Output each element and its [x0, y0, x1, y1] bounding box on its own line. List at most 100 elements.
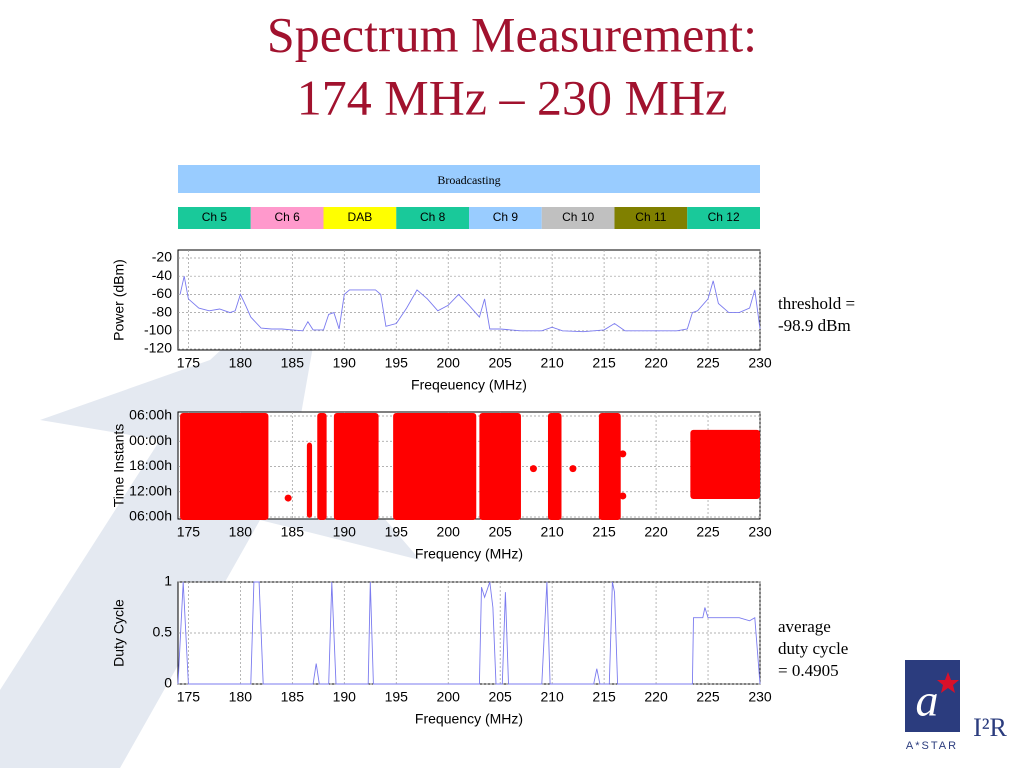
x-tick-label: 175	[177, 689, 201, 705]
x-tick-label: 230	[748, 524, 772, 540]
channel-label: Ch 12	[708, 210, 740, 224]
y-tick-label: -20	[152, 249, 172, 265]
x-tick-label: 230	[748, 689, 772, 705]
channel-label: DAB	[348, 210, 373, 224]
logo-institute: I²R	[973, 713, 1007, 742]
x-tick-label: 180	[229, 689, 253, 705]
x-tick-label: 180	[229, 524, 253, 540]
y-tick-label: 0	[164, 675, 172, 691]
logo-box	[905, 660, 960, 732]
y-tick-label: 0.5	[153, 624, 173, 640]
channel-bar	[250, 207, 324, 229]
y-tick-label: 00:00h	[129, 432, 172, 448]
y-axis-title: Power (dBm)	[111, 259, 127, 341]
y-tick-label: 06:00h	[129, 508, 172, 524]
scatter-point	[619, 492, 627, 500]
annotation: = 0.4905	[778, 661, 839, 680]
channel-label: Ch 6	[274, 210, 300, 224]
x-tick-label: 185	[281, 689, 305, 705]
plot-frame	[177, 249, 761, 351]
data-line	[179, 276, 761, 333]
x-axis-title: Frequency (MHz)	[415, 546, 523, 562]
x-tick-label: 210	[540, 524, 564, 540]
logo: a A*STAR I²R	[905, 660, 1008, 752]
band-label: Broadcasting	[437, 173, 500, 187]
channel-label: Ch 10	[562, 210, 594, 224]
plot-frame	[177, 581, 761, 685]
x-tick-label: 210	[540, 355, 564, 371]
band-bar	[178, 165, 760, 193]
x-tick-label: 230	[748, 355, 772, 371]
y-tick-label: 18:00h	[129, 457, 172, 473]
occupied-region	[306, 442, 313, 518]
x-tick-label: 195	[385, 355, 409, 371]
x-tick-label: 220	[644, 355, 668, 371]
scatter-point	[619, 450, 627, 458]
channel-label: Ch 11	[635, 210, 666, 224]
x-tick-label: 190	[333, 689, 357, 705]
y-tick-label: -80	[152, 303, 172, 319]
channel-bar	[323, 207, 397, 229]
data-line	[177, 581, 761, 685]
occupied-region	[479, 413, 521, 520]
x-tick-label: 185	[281, 355, 305, 371]
scatter-point	[550, 465, 558, 473]
annotation: average	[778, 617, 831, 636]
x-tick-label: 225	[696, 689, 720, 705]
channel-bar	[614, 207, 688, 229]
x-tick-label: 220	[644, 524, 668, 540]
annotation: duty cycle	[778, 639, 848, 658]
occupied-region	[393, 413, 477, 520]
channel-label: Ch 8	[420, 210, 446, 224]
x-tick-label: 205	[488, 355, 512, 371]
x-axis-title: Frequency (MHz)	[415, 711, 523, 727]
y-tick-label: -60	[152, 285, 172, 301]
y-axis-title: Time Instants	[111, 424, 127, 508]
channel-label: Ch 5	[202, 210, 228, 224]
x-tick-label: 200	[437, 355, 461, 371]
y-tick-label: -120	[144, 340, 172, 356]
y-tick-label: 12:00h	[129, 482, 172, 498]
title-line: 174 MHz – 230 MHz	[297, 69, 728, 125]
x-tick-label: 200	[437, 689, 461, 705]
annotation: threshold =	[778, 294, 855, 313]
y-tick-label: -40	[152, 267, 172, 283]
scatter-point	[284, 494, 292, 502]
scatter-point	[529, 465, 537, 473]
x-tick-label: 200	[437, 524, 461, 540]
scatter-point	[569, 465, 577, 473]
x-tick-label: 215	[592, 355, 616, 371]
x-tick-label: 215	[592, 689, 616, 705]
x-tick-label: 175	[177, 355, 201, 371]
x-axis-title: Freqeuency (MHz)	[411, 377, 527, 393]
logo-glyph: a	[916, 675, 939, 726]
channel-bar	[396, 207, 469, 229]
plot: 175 180 185 190 195 200 205 210 215 220 225 230 06:0…	[111, 407, 772, 562]
x-tick-label: 185	[281, 524, 305, 540]
x-tick-label: 190	[333, 524, 357, 540]
occupied-region	[180, 413, 269, 520]
x-tick-label: 205	[488, 689, 512, 705]
channel-bar	[541, 207, 615, 229]
logo-star	[937, 672, 959, 693]
x-tick-label: 205	[488, 524, 512, 540]
x-tick-label: 195	[385, 524, 409, 540]
logo-brand: A*STAR	[906, 740, 958, 752]
x-tick-label: 180	[229, 355, 253, 371]
x-tick-label: 225	[696, 524, 720, 540]
y-tick-label: -100	[144, 322, 172, 338]
channel-bar	[687, 207, 760, 229]
title-line: Spectrum Measurement:	[267, 6, 757, 62]
y-axis-title: Duty Cycle	[111, 599, 127, 667]
channel-label: Ch 9	[493, 210, 519, 224]
y-tick-label: 06:00h	[129, 407, 172, 423]
x-tick-label: 175	[177, 524, 201, 540]
x-tick-label: 210	[540, 689, 564, 705]
occupied-region	[317, 413, 327, 520]
occupied-region	[333, 413, 379, 520]
plot: 175 180 185 190 195 200 205 210 215 220 225 230 -120…	[111, 249, 855, 393]
x-tick-label: 220	[644, 689, 668, 705]
annotation: -98.9 dBm	[778, 316, 851, 335]
channel-bar	[178, 207, 251, 229]
plot: 175 180 185 190 195 200 205 210 215 220 225 230 0 0.5…	[111, 573, 849, 727]
